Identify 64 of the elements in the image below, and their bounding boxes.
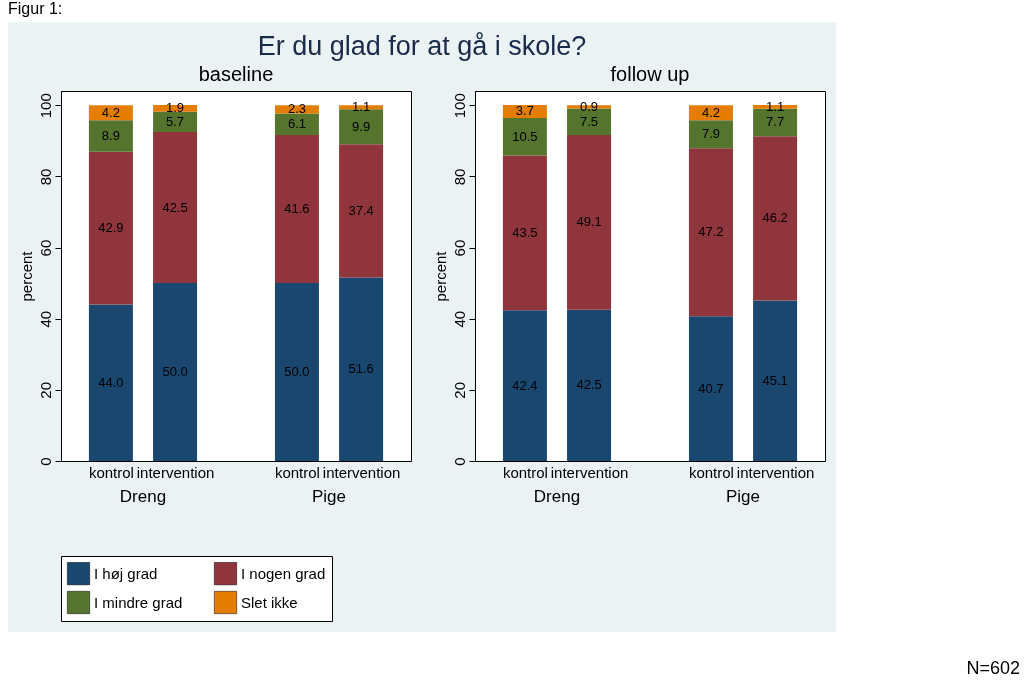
data-label: 42.9: [98, 220, 124, 236]
data-label: 44.0: [98, 374, 124, 390]
data-label: 45.1: [762, 372, 788, 388]
data-label: 7.5: [580, 113, 599, 129]
data-label: 42.5: [576, 377, 602, 393]
y-tick-label: 40: [450, 310, 468, 328]
data-label: 9.9: [352, 118, 371, 134]
y-axis-title: percent: [17, 250, 35, 302]
y-tick-label: 80: [36, 168, 54, 186]
text: Figur 1:: [8, 0, 63, 18]
text: Pige: [312, 487, 347, 506]
x-tick-label: intervention: [736, 463, 815, 481]
data-label: 4.2: [101, 104, 120, 120]
x-tick-label: intervention: [322, 463, 401, 481]
y-tick-label: 0: [36, 457, 54, 466]
y-tick-label: 80: [450, 168, 468, 186]
y-tick-label: 40: [36, 310, 54, 328]
y-tick-label: 60: [450, 239, 468, 257]
y-tick-label: 100: [36, 93, 54, 119]
data-label: 43.5: [512, 224, 538, 240]
data-label: 50.0: [162, 364, 188, 380]
data-label: 5.7: [166, 113, 185, 129]
data-label: 10.5: [512, 128, 538, 144]
legend-label: I nogen grad: [241, 564, 326, 582]
x-tick-label: intervention: [136, 463, 215, 481]
data-label: 40.7: [698, 380, 724, 396]
data-label: 7.9: [701, 126, 720, 142]
text: Dreng: [119, 487, 167, 506]
data-label: 47.2: [698, 224, 724, 240]
text: Pige: [726, 487, 761, 506]
data-label: 2.3: [287, 101, 306, 117]
data-label: 41.6: [284, 201, 310, 217]
x-tick-label: kontrol: [88, 463, 134, 481]
y-tick-label: 0: [450, 457, 468, 466]
data-label: 49.1: [576, 214, 602, 230]
x-tick-label: intervention: [550, 463, 629, 481]
data-label: 50.0: [284, 364, 310, 380]
chart-subtitle: follow up: [610, 63, 690, 85]
data-label: 37.4: [348, 202, 374, 218]
data-label: 7.7: [766, 114, 785, 130]
x-tick-label: kontrol: [688, 463, 734, 481]
legend-label: I mindre grad: [94, 593, 183, 611]
text: Dreng: [533, 487, 581, 506]
data-label: 46.2: [762, 210, 788, 226]
data-label: 6.1: [287, 116, 306, 132]
legend-label: Slet ikke: [241, 593, 298, 611]
data-label: 42.4: [512, 377, 538, 393]
data-label: 3.7: [515, 103, 534, 119]
data-label: 8.9: [101, 128, 120, 143]
y-tick-label: 20: [450, 382, 468, 399]
data-label: 1.9: [166, 100, 185, 116]
legend-label: I høj grad: [94, 564, 158, 582]
y-tick-label: 60: [36, 239, 54, 257]
text: N=602: [966, 658, 1020, 679]
y-axis-title: percent: [431, 250, 449, 302]
data-label: 51.6: [348, 361, 374, 377]
y-tick-label: 20: [36, 382, 54, 399]
data-label: 4.2: [701, 104, 720, 120]
data-label: 42.5: [162, 199, 188, 215]
y-tick-label: 100: [450, 93, 468, 119]
chart-subtitle: baseline: [198, 63, 274, 85]
x-tick-label: kontrol: [502, 463, 548, 481]
x-tick-label: kontrol: [274, 463, 320, 481]
chart-title: Er du glad for at gå i skole?: [257, 30, 587, 61]
